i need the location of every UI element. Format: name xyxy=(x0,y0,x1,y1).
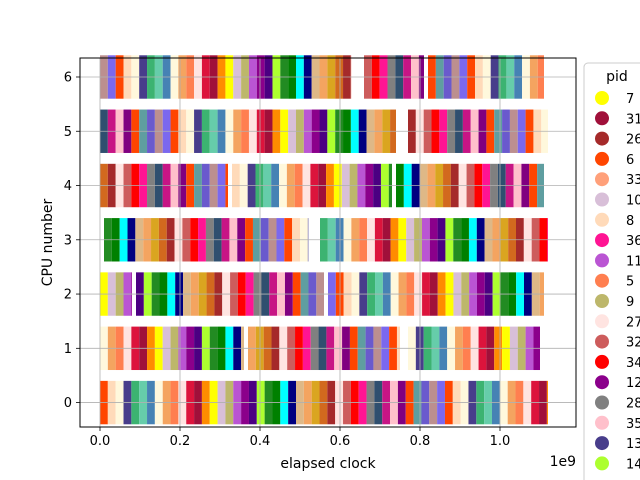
legend-label-5: 5 xyxy=(626,275,634,290)
legend-marker-32 xyxy=(595,334,609,349)
legend-marker-5 xyxy=(595,273,609,288)
legend-marker-7 xyxy=(595,91,609,105)
legend-box xyxy=(583,62,640,480)
legend-marker-27 xyxy=(595,314,609,329)
legend-marker-33 xyxy=(595,172,609,187)
legend-marker-14 xyxy=(595,456,609,471)
legend-marker-28 xyxy=(595,395,609,410)
legend-marker-13 xyxy=(595,436,609,451)
legend-marker-26 xyxy=(595,131,609,146)
legend-label-33: 33 xyxy=(626,173,640,188)
y-tick-label-5: 5 xyxy=(64,125,72,140)
legend-label-11: 11 xyxy=(626,254,640,269)
x-axis-label: elapsed clock xyxy=(280,456,376,472)
legend-marker-6 xyxy=(595,151,609,166)
x-axis-ticks: 0.0 0.2 0.4 0.6 0.8 1.0 xyxy=(90,427,511,449)
legend-marker-10 xyxy=(595,192,609,207)
legend-marker-36 xyxy=(595,233,609,248)
legend-marker-8 xyxy=(595,212,609,227)
legend-label-36: 36 xyxy=(626,234,640,249)
y-tick-label-6: 6 xyxy=(64,70,72,85)
legend-label-6: 6 xyxy=(626,153,634,168)
legend-marker-35 xyxy=(595,415,609,430)
legend-label-35: 35 xyxy=(626,417,640,432)
legend-entries: 7 31 26 6 33 10 8 36 11 5 9 27 32 34 12 28 35 13 14 xyxy=(595,91,640,472)
y-tick-label-4: 4 xyxy=(64,179,72,194)
legend-marker-12 xyxy=(595,375,609,390)
grid-lines xyxy=(80,58,576,427)
y-tick-label-3: 3 xyxy=(64,233,72,248)
y-axis-label: CPU number xyxy=(40,198,56,286)
x-tick-label-4: 0.8 xyxy=(410,434,431,449)
x-tick-label-3: 0.6 xyxy=(330,434,351,449)
legend-label-28: 28 xyxy=(626,397,640,412)
legend: pid 7 31 26 6 33 10 8 36 11 5 9 27 32 34 12 28 35 13 14 xyxy=(583,62,640,480)
x-tick-label-5: 1.0 xyxy=(490,434,511,449)
legend-label-8: 8 xyxy=(626,214,634,229)
legend-label-7: 7 xyxy=(626,92,634,107)
plot-frame xyxy=(79,57,577,428)
legend-label-9: 9 xyxy=(626,295,634,310)
y-tick-label-2: 2 xyxy=(64,288,72,303)
legend-label-13: 13 xyxy=(626,437,640,452)
legend-label-27: 27 xyxy=(626,315,640,330)
legend-label-31: 31 xyxy=(626,112,640,127)
y-tick-label-0: 0 xyxy=(64,396,72,411)
legend-marker-11 xyxy=(595,253,609,268)
legend-marker-34 xyxy=(595,354,609,369)
y-tick-label-1: 1 xyxy=(64,342,72,357)
legend-label-10: 10 xyxy=(626,194,640,209)
x-axis-offset-text: 1e9 xyxy=(550,454,576,470)
y-axis-ticks: 0 1 2 3 4 5 6 xyxy=(64,70,80,411)
legend-label-14: 14 xyxy=(626,457,640,472)
legend-marker-9 xyxy=(595,294,609,308)
legend-marker-31 xyxy=(595,111,609,126)
legend-label-32: 32 xyxy=(626,336,640,351)
x-tick-label-1: 0.2 xyxy=(170,434,191,449)
legend-label-34: 34 xyxy=(626,356,640,371)
x-tick-label-0: 0.0 xyxy=(90,434,111,449)
legend-label-12: 12 xyxy=(626,376,640,391)
x-tick-label-2: 0.4 xyxy=(250,434,271,449)
legend-title: pid xyxy=(606,69,628,85)
legend-label-26: 26 xyxy=(626,133,640,148)
